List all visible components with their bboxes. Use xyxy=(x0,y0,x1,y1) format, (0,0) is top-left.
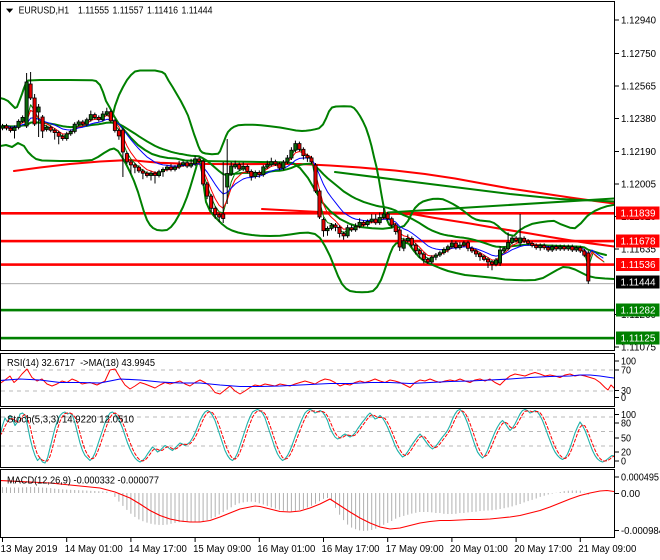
svg-text:1.11444: 1.11444 xyxy=(182,6,213,17)
svg-text:MACD(12,26,9) -0.000332 -0.000: MACD(12,26,9) -0.000332 -0.000077 xyxy=(7,476,159,487)
svg-text:20: 20 xyxy=(621,447,631,458)
svg-text:0.000495: 0.000495 xyxy=(621,472,659,483)
svg-text:16 May 01:00: 16 May 01:00 xyxy=(257,544,315,555)
svg-text:0: 0 xyxy=(621,456,626,467)
svg-text:20 May 17:00: 20 May 17:00 xyxy=(514,544,572,555)
svg-text:1.11075: 1.11075 xyxy=(621,342,656,353)
svg-text:1.11282: 1.11282 xyxy=(621,306,656,317)
svg-text:21 May 09:00: 21 May 09:00 xyxy=(578,544,636,555)
svg-text:13 May 2019: 13 May 2019 xyxy=(1,544,58,555)
svg-text:1.11125: 1.11125 xyxy=(621,334,656,345)
svg-text:1.11416: 1.11416 xyxy=(147,6,178,17)
svg-text:1.11557: 1.11557 xyxy=(113,6,144,17)
svg-text:1.11839: 1.11839 xyxy=(621,209,656,220)
svg-text:0.00: 0.00 xyxy=(621,489,640,500)
svg-text:0: 0 xyxy=(621,393,626,404)
svg-text:-0.000984: -0.000984 xyxy=(621,526,660,537)
svg-text:1.11536: 1.11536 xyxy=(621,260,656,271)
svg-text:100: 100 xyxy=(621,410,636,421)
svg-text:1.12380: 1.12380 xyxy=(621,114,656,125)
svg-text:1.12940: 1.12940 xyxy=(621,15,656,26)
svg-text:50: 50 xyxy=(621,433,631,444)
svg-text:16 May 17:00: 16 May 17:00 xyxy=(322,544,380,555)
svg-text:1.11635: 1.11635 xyxy=(621,244,656,255)
svg-text:1.11555: 1.11555 xyxy=(78,6,109,17)
svg-text:Stoch(5,3,3) 14.9220 12.0510: Stoch(5,3,3) 14.9220 12.0510 xyxy=(7,415,134,426)
svg-text:100: 100 xyxy=(621,356,636,367)
svg-text:RSI(14) 32.6717 ->MA(18) 43.9: RSI(14) 32.6717 ->MA(18) 43.9945 xyxy=(7,358,155,369)
svg-text:1.11444: 1.11444 xyxy=(621,278,656,289)
svg-text:1.12565: 1.12565 xyxy=(621,81,656,92)
svg-text:14 May 01:00: 14 May 01:00 xyxy=(65,544,123,555)
svg-text:14 May 17:00: 14 May 17:00 xyxy=(129,544,187,555)
svg-text:70: 70 xyxy=(621,365,631,376)
svg-text:1.12005: 1.12005 xyxy=(621,179,656,190)
svg-text:20 May 01:00: 20 May 01:00 xyxy=(450,544,508,555)
svg-text:17 May 09:00: 17 May 09:00 xyxy=(386,544,444,555)
svg-text:1.12750: 1.12750 xyxy=(621,49,656,60)
svg-text:30: 30 xyxy=(621,386,631,397)
svg-text:80: 80 xyxy=(621,418,631,429)
svg-text:1.11678: 1.11678 xyxy=(621,237,656,248)
svg-text:1.12190: 1.12190 xyxy=(621,147,656,158)
svg-text:15 May 09:00: 15 May 09:00 xyxy=(193,544,251,555)
svg-text:EURUSD,H1: EURUSD,H1 xyxy=(19,6,70,17)
